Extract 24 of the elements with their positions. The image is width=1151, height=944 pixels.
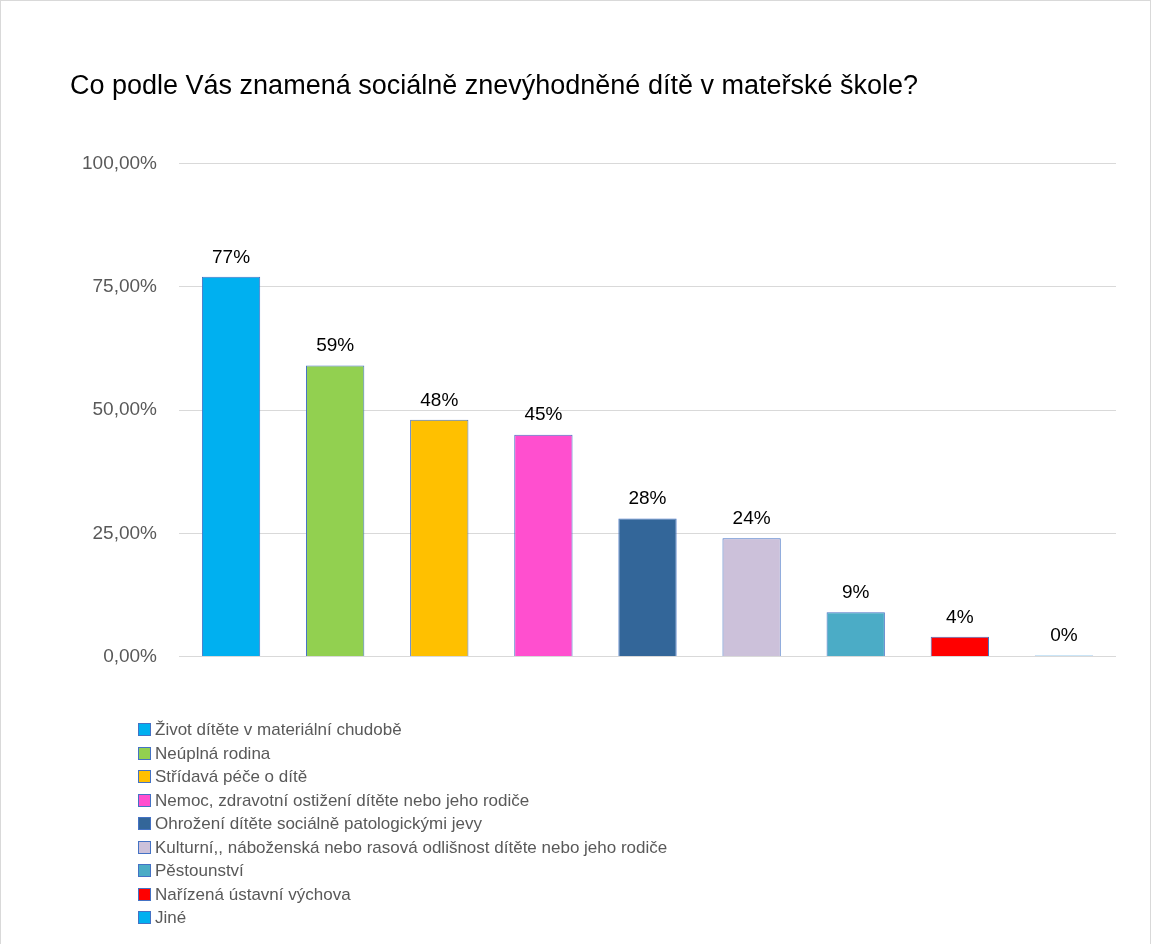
chart-title: Co podle Vás znamená sociálně znevýhodněné dítě v mateřské škole?: [70, 70, 919, 101]
data-label: 4%: [946, 605, 974, 627]
y-tick-label: 50,00%: [92, 398, 158, 420]
legend-label: Ohrožení dítěte sociálně patologickými jevy: [155, 813, 482, 835]
legend-label: Neúplná rodina: [155, 742, 271, 765]
data-label: 24%: [732, 506, 771, 528]
data-label: 28%: [628, 487, 667, 509]
legend-label: Nařízená ústavní výchova: [155, 883, 351, 906]
legend-label: Nemoc, zdravotní ostižení dítěte nebo jeho rodiče: [155, 789, 530, 812]
y-tick-label: 0,00%: [103, 644, 158, 666]
legend-label: Jiné: [155, 907, 187, 929]
legend-label: Kulturní,, náboženská nebo rasová odlišnost dítěte nebo jeho rodiče: [155, 836, 668, 859]
data-label: 59%: [316, 334, 355, 356]
data-label: 48%: [420, 388, 459, 410]
y-tick-label: 25,00%: [92, 521, 158, 543]
data-label: 77%: [212, 245, 251, 267]
data-label: 0%: [1050, 624, 1078, 646]
legend-label: Život dítěte v materiální chudobě: [155, 719, 402, 741]
legend-label: Střídavá péče o dítě: [155, 766, 308, 788]
legend-label: Pěstounství: [155, 860, 244, 882]
data-label: 45%: [524, 403, 563, 425]
y-tick-label: 75,00%: [92, 274, 158, 296]
y-tick-label: 100,00%: [81, 151, 158, 173]
data-label: 9%: [841, 580, 870, 602]
